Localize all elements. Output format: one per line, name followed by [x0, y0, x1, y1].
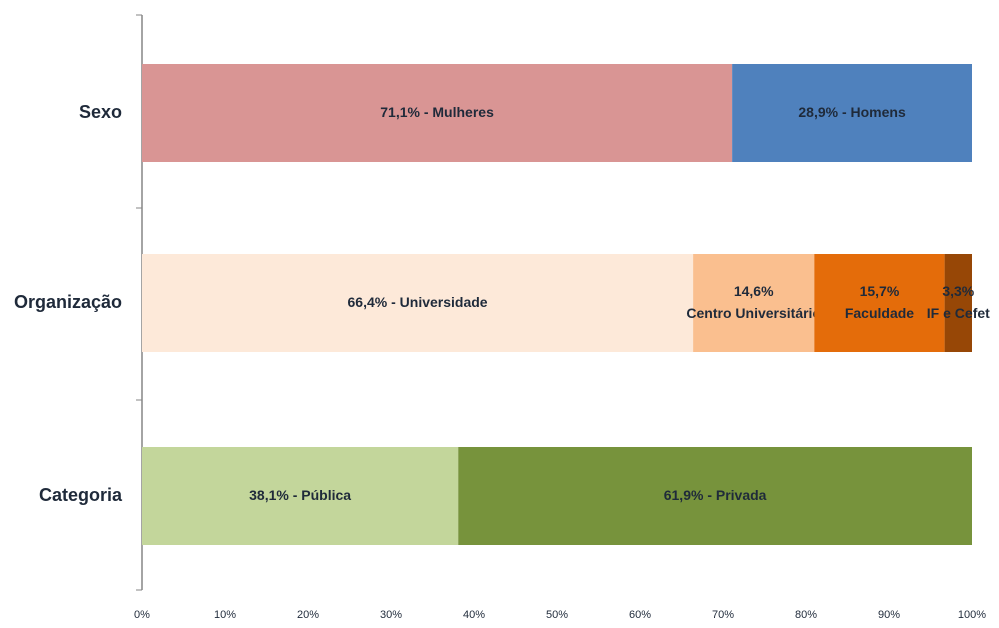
data-label-line: 38,1% - Pública: [249, 487, 351, 503]
category-label: Organização: [14, 292, 122, 312]
x-tick-label: 10%: [214, 609, 236, 621]
x-tick-label: 70%: [712, 609, 734, 621]
category-label: Categoria: [39, 485, 123, 505]
data-label-line: 66,4% - Universidade: [348, 294, 488, 310]
bar-segment: [944, 254, 972, 352]
data-label-line: 71,1% - Mulheres: [380, 104, 494, 120]
bar-segment: [142, 254, 694, 352]
bar-segment: [142, 64, 733, 162]
data-label: 66,4% - Universidade: [348, 294, 488, 310]
data-label-line: IF e Cefet: [927, 305, 990, 321]
x-tick-label: 80%: [795, 609, 817, 621]
data-label-line: 3,3%: [942, 283, 974, 299]
data-label-line: 14,6%: [734, 283, 774, 299]
bar-segment: [732, 64, 972, 162]
data-label-line: Faculdade: [845, 305, 914, 321]
data-label: 15,7% Faculdade: [845, 283, 914, 321]
data-label-line: Centro Universitário: [686, 305, 821, 321]
x-tick-label: 90%: [878, 609, 900, 621]
data-label: 71,1% - Mulheres: [380, 104, 494, 120]
x-tick-label: 0%: [134, 609, 150, 621]
bar-segment: [142, 447, 459, 545]
data-label-line: 28,9% - Homens: [798, 104, 906, 120]
data-label: 28,9% - Homens: [798, 104, 906, 120]
data-label-line: 61,9% - Privada: [664, 487, 767, 503]
x-tick-label: 60%: [629, 609, 651, 621]
data-label: 3,3% IF e Cefet: [927, 283, 990, 321]
x-tick-label: 100%: [958, 609, 986, 621]
data-label: 61,9% - Privada: [664, 487, 767, 503]
x-tick-label: 50%: [546, 609, 568, 621]
data-label: 38,1% - Pública: [249, 487, 351, 503]
x-tick-label: 40%: [463, 609, 485, 621]
bar-segment: [693, 254, 815, 352]
x-tick-label: 30%: [380, 609, 402, 621]
data-label-line: 15,7%: [860, 283, 900, 299]
bar-segment: [814, 254, 945, 352]
x-tick-label: 20%: [297, 609, 319, 621]
category-label: Sexo: [79, 102, 122, 122]
data-label: 14,6% Centro Universitário: [686, 283, 821, 321]
bar-segment: [458, 447, 973, 545]
